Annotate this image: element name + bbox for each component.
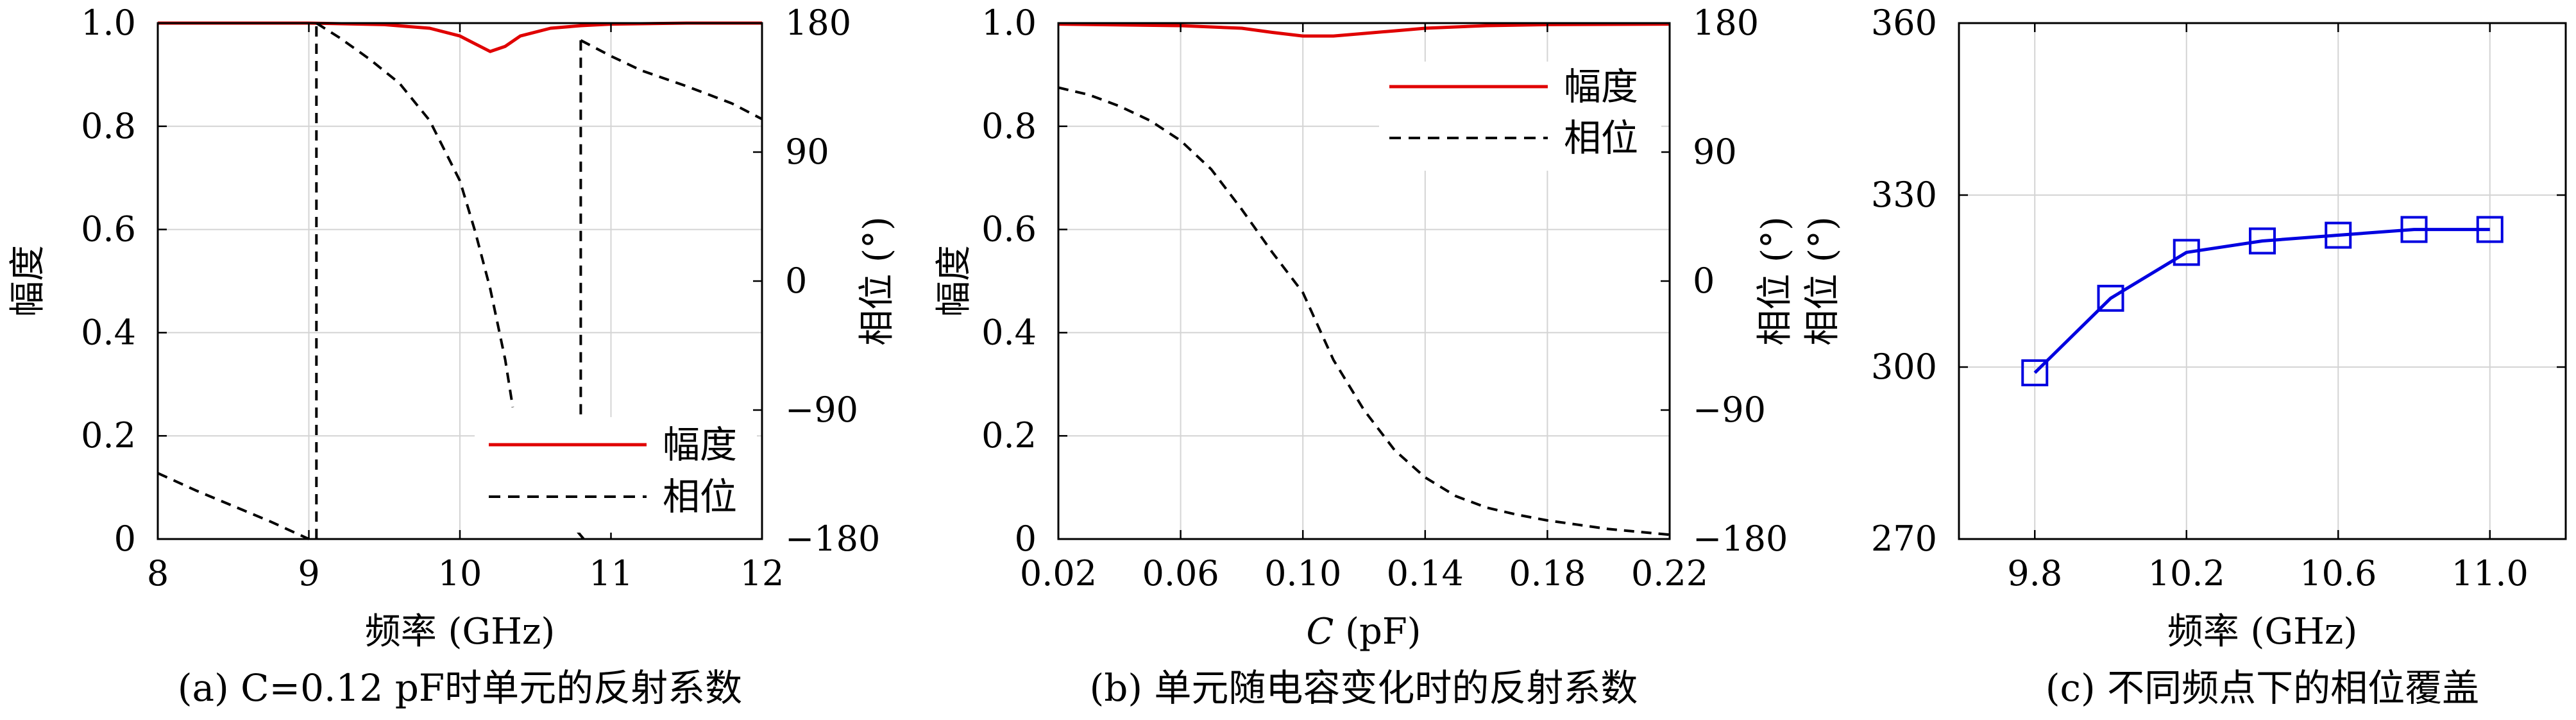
panel-a-right-label: 相位 (°) [856, 216, 898, 346]
panel-b-legend-amp-label: 幅度 [1564, 65, 1638, 108]
y-tick-label: 1.0 [81, 3, 136, 43]
panel-a-x-label: 频率 (GHz) [365, 611, 555, 653]
y-tick-label: 0.4 [981, 312, 1037, 352]
y-tick-label: 0.8 [981, 106, 1037, 146]
panel-c-x-ticks: 9.8 10.2 10.6 11.0 [2007, 23, 2529, 594]
panel-b-x-label-unit: (pF) [1345, 611, 1421, 653]
y-tick-label: 0 [1015, 519, 1037, 559]
x-tick-label: 0.22 [1631, 553, 1708, 594]
panel-c-grid [1959, 22, 2566, 540]
data-point-marker [2400, 216, 2428, 243]
data-point-marker [2097, 284, 2124, 312]
panel-a-y-label: 幅度 [7, 245, 49, 317]
x-tick-label: 11 [589, 553, 633, 594]
x-tick-label: 0.10 [1264, 553, 1341, 594]
panel-a-legend: 幅度 相位 [475, 417, 757, 533]
panel-b-legend-box [1379, 62, 1661, 171]
panel-b-y-label: 幅度 [933, 245, 975, 317]
panel-a-y-ticks: 0 0.2 0.4 0.6 0.8 1.0 [81, 3, 167, 559]
panel-b-y-ticks: 0 0.2 0.4 0.6 0.8 1.0 [981, 3, 1067, 559]
data-point-marker [2476, 216, 2504, 243]
x-tick-label: 12 [740, 553, 784, 594]
panel-a-right-ticks: −180 −90 0 90 180 [753, 3, 880, 559]
panel-b-legend-phase-label: 相位 [1564, 116, 1638, 160]
series-相位-line [157, 472, 310, 540]
x-tick-label: 0.14 [1387, 553, 1464, 594]
panel-b-right-label: 相位 (°) [1754, 216, 1796, 346]
right-tick-label: 180 [785, 3, 851, 43]
y-tick-label: 0.6 [81, 209, 136, 250]
y-tick-label: 0.2 [981, 415, 1037, 456]
x-tick-label: 10 [438, 553, 482, 594]
right-tick-label: 0 [785, 261, 807, 301]
series-相位-line [577, 531, 585, 540]
panel-b-x-label-var: C [1306, 611, 1334, 653]
right-tick-label: −90 [1693, 390, 1766, 430]
series-幅度-line [1058, 22, 1670, 38]
panel-b-x-label: C (pF) [1306, 611, 1421, 653]
x-tick-label: 10.6 [2300, 553, 2377, 594]
right-tick-label: −90 [785, 390, 858, 430]
data-point-marker [2325, 221, 2352, 249]
y-tick-label: 330 [1871, 175, 1937, 215]
x-tick-label: 11.0 [2452, 553, 2529, 594]
panel-a-legend-amp-label: 幅度 [663, 423, 737, 467]
panel-a-legend-box [475, 417, 757, 533]
panel-c-y-label: 相位 (°) [1802, 216, 1843, 346]
panel-b: 0.02 0.06 0.10 0.14 0.18 0.22 0 0.2 0.4 0.6 0.8 1.… [933, 3, 1796, 710]
right-tick-label: 90 [1693, 132, 1737, 172]
y-tick-label: 1.0 [981, 3, 1037, 43]
panel-a: 8 9 10 11 12 00.20.40.60.81.0 −180−90090180 … [7, 3, 898, 710]
panel-a-caption: (a) C=0.12 pF时单元的反射系数 [178, 666, 742, 710]
series-相位-line [316, 22, 514, 407]
y-tick-label: 0.2 [81, 415, 136, 456]
right-tick-label: 90 [785, 132, 829, 172]
panel-c: 9.8 10.2 10.6 11.0 270 300 330 360 频率 (GHz) 相位… [1802, 3, 2567, 710]
panel-b-right-ticks: −180 −90 0 90 180 [1661, 3, 1788, 559]
right-tick-label: 0 [1693, 261, 1715, 301]
panel-c-frame [1958, 22, 2567, 540]
panel-a-plot [157, 21, 763, 540]
x-tick-label: 10.2 [2148, 553, 2225, 594]
y-tick-label: 0.4 [81, 312, 136, 352]
panel-b-caption: (b) 单元随电容变化时的反射系数 [1090, 666, 1638, 710]
x-tick-label: 9 [298, 553, 319, 594]
right-tick-label: 180 [1693, 3, 1759, 43]
x-tick-label: 0.06 [1142, 553, 1219, 594]
x-tick-label: 0.18 [1509, 553, 1586, 594]
right-tick-label: −180 [1693, 519, 1788, 559]
data-point-marker [2249, 227, 2276, 255]
panel-c-caption: (c) 不同频点下的相位覆盖 [2046, 666, 2479, 710]
y-tick-label: 360 [1871, 3, 1937, 43]
y-tick-label: 300 [1871, 347, 1937, 387]
y-tick-label: 270 [1871, 519, 1937, 559]
panel-c-y-ticks: 270 300 330 360 [1871, 3, 2566, 559]
panel-c-x-label: 频率 (GHz) [2167, 611, 2358, 653]
panel-b-plot [1058, 22, 1670, 536]
series-幅度-line [158, 21, 762, 53]
x-tick-label: 8 [147, 553, 169, 594]
series-相位-line [1058, 86, 1670, 536]
series-相位-line [580, 39, 763, 121]
series-0-line [2033, 228, 2490, 374]
right-tick-label: −180 [785, 519, 880, 559]
data-point-marker [2173, 239, 2200, 266]
panel-b-legend: 幅度 相位 [1379, 62, 1661, 171]
panel-b-x-ticks: 0.02 0.06 0.10 0.14 0.18 0.22 [1020, 23, 1708, 594]
y-tick-label: 0 [114, 519, 136, 559]
y-tick-label: 0.6 [981, 209, 1037, 250]
x-tick-label: 0.02 [1020, 553, 1097, 594]
data-point-marker [2021, 359, 2049, 386]
panel-c-plot [2021, 216, 2504, 386]
x-tick-label: 9.8 [2007, 553, 2062, 594]
panel-a-legend-phase-label: 相位 [663, 475, 737, 519]
y-tick-label: 0.8 [81, 106, 136, 146]
panel-a-x-ticks: 8 9 10 11 12 [147, 23, 784, 594]
